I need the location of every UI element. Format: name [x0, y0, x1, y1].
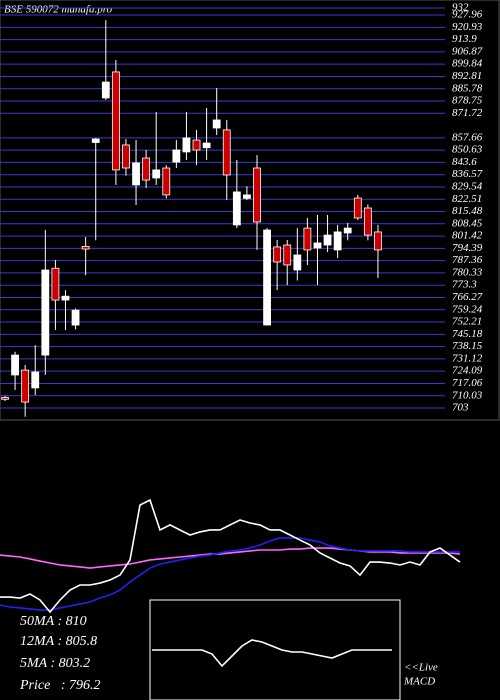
indicator-line: [0, 498, 461, 614]
y-tick-label: 843.6: [452, 156, 477, 168]
candle-body: [263, 229, 271, 326]
y-tick-label: 932: [452, 2, 469, 14]
y-tick-label: 801.42: [452, 230, 483, 242]
candle-body: [142, 157, 151, 181]
candle-body: [71, 309, 80, 326]
candle-body: [61, 295, 70, 301]
candle-body: [192, 139, 201, 151]
y-tick-label: 794.39: [452, 242, 483, 254]
y-tick-label: 829.54: [452, 181, 483, 193]
candle-body: [132, 162, 140, 186]
candle-body: [152, 169, 161, 179]
candle-body: [101, 81, 110, 99]
candle-body: [11, 354, 19, 376]
candle-body: [363, 207, 372, 236]
y-tick-label: 766.27: [452, 291, 483, 303]
candle-body: [111, 71, 120, 171]
candle-body: [182, 137, 191, 153]
y-tick-label: 878.75: [452, 95, 483, 107]
macd-line: [152, 639, 392, 668]
candle-body: [41, 269, 50, 356]
indicator: Price : 796.2: [19, 678, 100, 693]
y-tick-label: 710.03: [452, 389, 483, 401]
macd-label: <<Live: [404, 662, 438, 674]
candle-body: [323, 234, 332, 246]
y-tick-label: 892.81: [452, 70, 482, 82]
candle-body: [31, 371, 40, 389]
price-panel-frame: [0, 0, 500, 421]
candle-body: [232, 191, 241, 226]
y-tick-label: 808.45: [452, 217, 483, 229]
y-tick-label: 724.09: [452, 365, 483, 377]
y-tick-label: 836.57: [452, 168, 483, 180]
candle-body: [212, 119, 221, 129]
y-tick-label: 752.21: [452, 316, 482, 328]
candle-body: [172, 149, 181, 163]
macd-label: MACD: [403, 676, 435, 688]
candle-body: [353, 197, 362, 219]
y-tick-label: 899.84: [452, 58, 483, 70]
y-tick-label: 773.3: [452, 279, 477, 291]
candle-body: [343, 227, 352, 234]
y-tick-label: 885.78: [452, 82, 483, 94]
y-tick-label: 857.66: [452, 131, 483, 143]
indicator: 12MA : 805.8: [20, 634, 97, 649]
candle-body: [243, 194, 251, 199]
y-tick-label: 850.63: [452, 144, 483, 156]
candle-body: [333, 231, 342, 251]
y-tick-label: 871.72: [452, 107, 483, 119]
y-tick-label: 780.33: [452, 266, 483, 278]
y-tick-label: 927.96: [452, 9, 483, 21]
indicator: 50MA : 810: [20, 614, 87, 629]
candle-body: [222, 129, 231, 176]
y-tick-label: 913.9: [452, 33, 477, 45]
candle-body: [81, 246, 90, 250]
candle-body: [273, 246, 282, 263]
y-tick-label: 822.51: [452, 193, 482, 205]
y-tick-label: 717.06: [452, 377, 483, 389]
candle-body: [21, 369, 30, 403]
y-tick-label: 815.48: [452, 205, 483, 217]
candle-body: [283, 244, 292, 266]
y-tick-label: 906.87: [452, 45, 483, 57]
candle-body: [374, 231, 382, 251]
candle-body: [162, 167, 171, 196]
y-tick-label: 787.36: [452, 254, 483, 266]
chart-title: BSE 590072 munafa.pro: [4, 4, 113, 16]
indicator: 5MA : 803.2: [20, 656, 90, 671]
candle-body: [202, 142, 211, 149]
candle-body: [91, 138, 100, 143]
candle-body: [313, 242, 322, 249]
y-tick-label: 920.93: [452, 21, 483, 33]
candle-body: [122, 144, 130, 169]
y-tick-label: 759.24: [452, 303, 483, 315]
candle-body: [1, 397, 9, 400]
candle-body: [253, 167, 261, 223]
indicator-line: [0, 547, 461, 569]
macd-frame: [149, 599, 401, 700]
y-tick-label: 703: [452, 402, 469, 414]
candle-body: [293, 254, 302, 271]
candle-body: [303, 227, 312, 251]
candle-body: [51, 267, 60, 301]
y-tick-label: 731.12: [452, 352, 483, 364]
indicator-line: [0, 537, 460, 611]
y-tick-label: 738.15: [452, 340, 483, 352]
y-tick-label: 745.18: [452, 328, 483, 340]
